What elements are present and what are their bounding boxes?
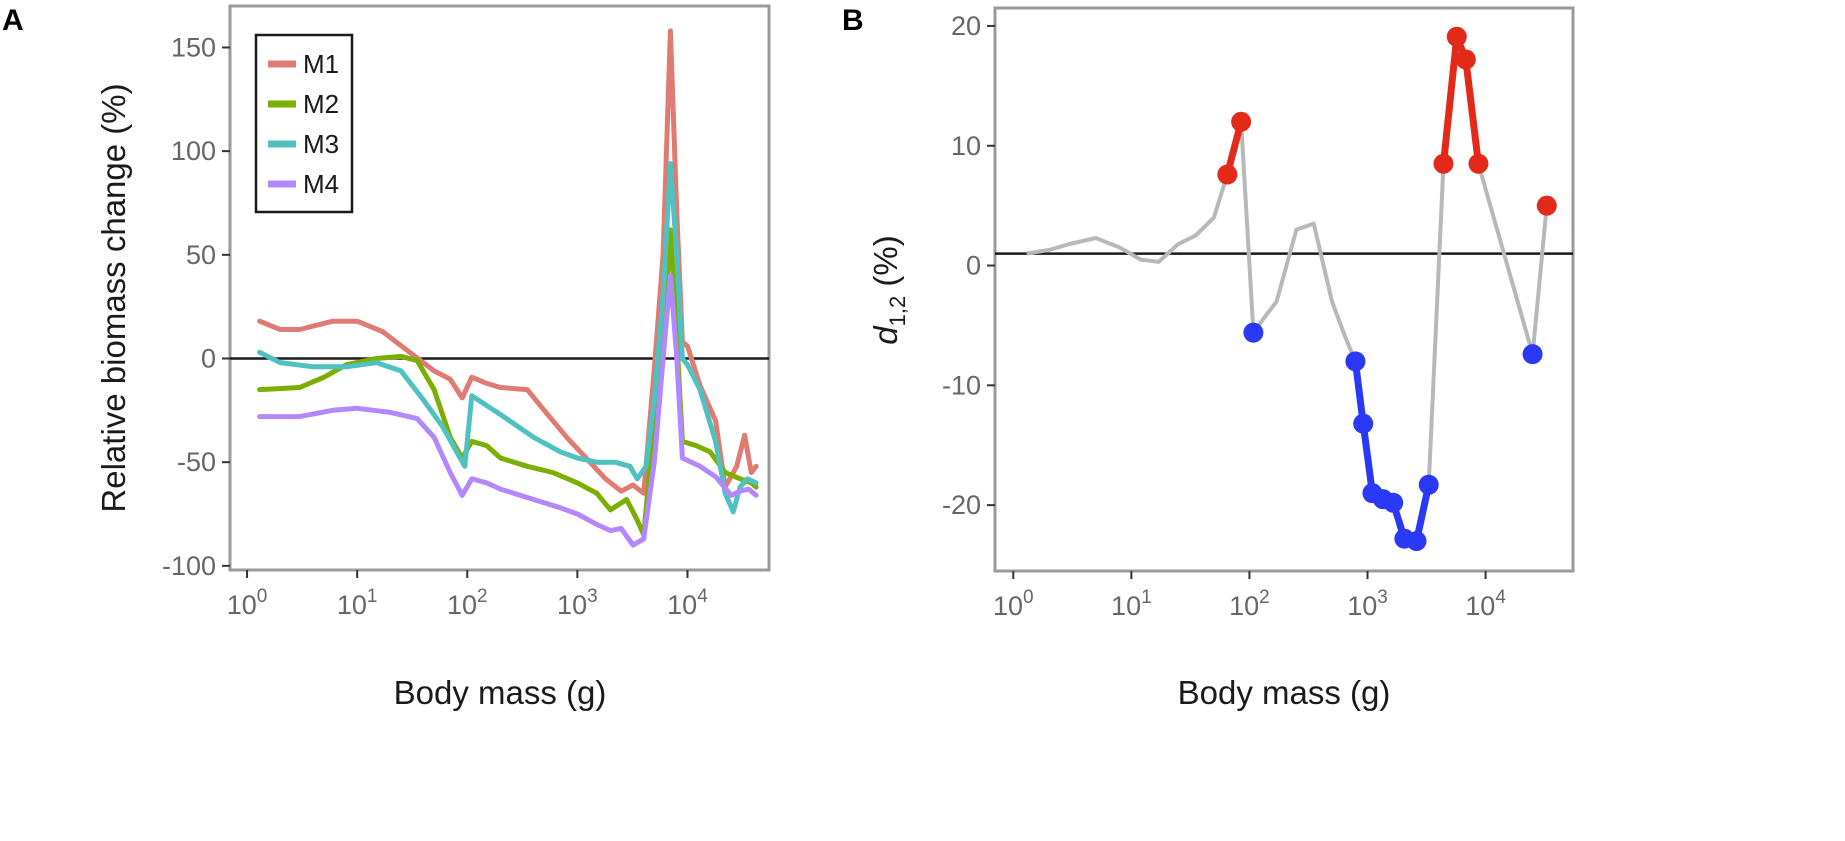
panelB-x-tick-label: 100 <box>993 587 1034 621</box>
legend-label-m2: M2 <box>303 89 339 119</box>
highlight-segment-positive <box>1440 33 1482 168</box>
highlight-point-negative <box>1418 474 1439 495</box>
series-line-m4 <box>257 273 759 548</box>
panelA-y-tick-label: 100 <box>171 136 216 166</box>
panelA-x-tick-label: 101 <box>337 586 378 620</box>
y-title-symbol: d <box>867 325 904 345</box>
panel-a-series-group <box>257 28 759 548</box>
panel-b-x-axis: 100 101 102 103 104 <box>993 571 1506 621</box>
panelA-y-tick-label: 0 <box>201 344 216 374</box>
panelA-x-tick-label: 103 <box>557 586 598 620</box>
panel-a-y-axis-title: Relative biomass change (%) <box>95 83 132 512</box>
panel-a-legend: M1 M2 M3 M4 <box>254 33 354 214</box>
panelA-y-tick-label: 150 <box>171 32 216 62</box>
panelB-x-tick-label: 103 <box>1347 587 1388 621</box>
highlight-point-positive <box>1231 111 1252 132</box>
panelA-y-tick-label: -50 <box>177 447 216 477</box>
panelA-x-tick-label: 100 <box>227 586 268 620</box>
highlight-point-positive <box>1468 153 1489 174</box>
panel-a-chart: 150 100 50 0 -50 -100 100 101 102 103 104 Body ma… <box>95 4 771 711</box>
legend-label-m4: M4 <box>303 169 339 199</box>
panel-b-series-group <box>1026 26 1557 552</box>
highlight-point-positive <box>1446 26 1467 47</box>
panelB-x-tick-label: 102 <box>1229 587 1270 621</box>
highlight-point-negative <box>1522 344 1543 365</box>
highlight-point-positive <box>1536 195 1557 216</box>
panel-b-y-axis: 20 10 0 -10 -20 <box>942 11 995 520</box>
panelB-y-tick-label: 10 <box>951 131 981 161</box>
panelB-y-tick-label: 20 <box>951 11 981 41</box>
panelA-y-tick-label: 50 <box>186 240 216 270</box>
panelA-x-tick-label: 102 <box>447 586 488 620</box>
highlight-point-negative <box>1243 322 1264 343</box>
highlight-point-positive <box>1217 164 1238 185</box>
series-line-m2 <box>257 227 759 538</box>
panel-letter-b: B <box>842 4 864 37</box>
panel-b-y-axis-title: d1,2 (%) <box>867 235 910 344</box>
highlight-point-positive <box>1455 49 1476 70</box>
panelB-x-tick-label: 101 <box>1111 587 1152 621</box>
y-title-suffix: (%) <box>867 235 904 296</box>
panel-a-x-axis-title: Body mass (g) <box>394 674 607 711</box>
highlight-point-negative <box>1345 351 1366 372</box>
series-line-m3 <box>257 161 759 515</box>
panelB-y-tick-label: -10 <box>942 370 981 400</box>
series-line-m1 <box>257 28 759 496</box>
highlight-point-positive <box>1433 153 1454 174</box>
panel-a-x-axis: 100 101 102 103 104 <box>227 570 708 620</box>
highlight-point-negative <box>1353 413 1374 434</box>
legend-label-m3: M3 <box>303 129 339 159</box>
highlight-point-negative <box>1383 492 1404 513</box>
panel-letter-a: A <box>2 4 24 37</box>
y-title-subscript: 1,2 <box>885 296 910 327</box>
panelB-y-tick-label: -20 <box>942 490 981 520</box>
legend-label-m1: M1 <box>303 49 339 79</box>
panel-a-y-axis: 150 100 50 0 -50 -100 <box>162 32 230 581</box>
highlight-point-negative <box>1406 531 1427 552</box>
panelB-y-tick-label: 0 <box>966 251 981 281</box>
panelA-y-tick-label: -100 <box>162 551 216 581</box>
panel-b-plot-frame <box>993 6 1575 573</box>
difference-line <box>1026 34 1549 544</box>
panel-b-x-axis-title: Body mass (g) <box>1178 674 1391 711</box>
panelA-x-tick-label: 104 <box>667 586 708 620</box>
panelB-x-tick-label: 104 <box>1465 587 1506 621</box>
